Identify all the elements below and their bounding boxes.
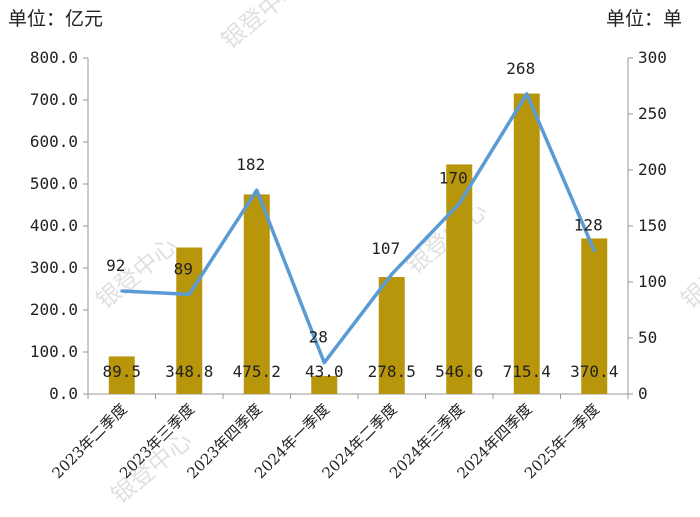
bar-value-label: 348.8 — [165, 362, 213, 381]
line-value-label: 107 — [371, 239, 400, 258]
bars-layer — [108, 93, 608, 395]
watermark-text: 银登中心 — [676, 231, 700, 314]
bar — [243, 194, 270, 394]
right-tick-label: 50 — [638, 328, 657, 347]
bar — [378, 277, 405, 394]
left-tick-label: 800.0 — [30, 48, 78, 67]
line-value-label: 92 — [106, 256, 125, 275]
bar — [311, 375, 338, 394]
line-point — [457, 202, 461, 206]
line-value-label: 170 — [439, 169, 468, 188]
labels-layer: 89.5 348.8 475.2 43.0 278.5 546.6 715.4 370.4 92… — [102, 59, 618, 381]
line-value-label: 28 — [309, 328, 328, 347]
line-point — [592, 249, 596, 253]
line-point — [322, 361, 326, 365]
watermark-text: 银登中心 — [216, 0, 308, 55]
bar — [513, 93, 540, 395]
bar — [176, 247, 203, 394]
left-tick-label: 700.0 — [30, 90, 78, 109]
left-tick-label: 200.0 — [30, 300, 78, 319]
line-point — [525, 92, 529, 96]
left-tick-label: 0.0 — [49, 384, 78, 403]
right-tick-label: 0 — [638, 384, 648, 403]
bar-value-label: 43.0 — [305, 362, 344, 381]
line-series — [121, 92, 596, 365]
bar-value-label: 89.5 — [102, 362, 141, 381]
bar-value-label: 370.4 — [570, 362, 618, 381]
right-tick-label: 250 — [638, 104, 667, 123]
bar — [581, 238, 608, 394]
left-tick-label: 600.0 — [30, 132, 78, 151]
line-point — [187, 292, 191, 296]
left-axis-unit: 单位：亿元 — [8, 8, 104, 30]
right-tick-label: 150 — [638, 216, 667, 235]
line-point — [120, 289, 124, 293]
watermark-text: 银登中心 — [91, 231, 183, 314]
left-tick-label: 100.0 — [30, 342, 78, 361]
left-tick-label: 400.0 — [30, 216, 78, 235]
bar-value-label: 278.5 — [368, 362, 416, 381]
line-point — [390, 272, 394, 276]
line-value-label: 268 — [506, 59, 535, 78]
left-tick-label: 300.0 — [30, 258, 78, 277]
line-value-label: 89 — [174, 259, 193, 278]
line-value-label: 182 — [236, 155, 265, 174]
right-tick-label: 200 — [638, 160, 667, 179]
right-tick-label: 100 — [638, 272, 667, 291]
line-layer — [120, 92, 596, 365]
bar-value-label: 715.4 — [503, 362, 551, 381]
line-value-label: 128 — [574, 216, 603, 235]
left-tick-label: 500.0 — [30, 174, 78, 193]
bar-value-label: 546.6 — [435, 362, 483, 381]
right-axis-unit: 单位：单 — [606, 8, 683, 30]
line-point — [255, 188, 259, 192]
bar-value-label: 475.2 — [233, 362, 281, 381]
right-tick-label: 300 — [638, 48, 667, 67]
bar — [108, 356, 135, 394]
bar — [446, 164, 473, 394]
